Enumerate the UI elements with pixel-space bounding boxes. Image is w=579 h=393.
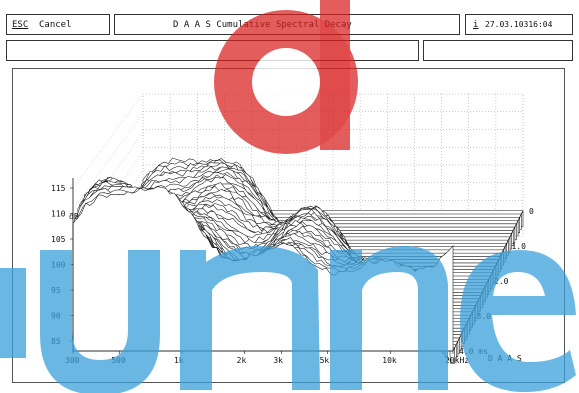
brand-label: D A A S: [488, 354, 522, 363]
escape-cancel-button[interactable]: ESC Cancel: [6, 14, 110, 35]
x-tick-label: 5k: [320, 356, 330, 365]
esc-key-label: ESC: [12, 20, 29, 30]
status-field-right: [423, 40, 573, 61]
x-tick-label: 300: [65, 356, 80, 365]
depth-guide: [72, 112, 144, 210]
cancel-label: Cancel: [39, 20, 72, 30]
y-tick-label: 90: [51, 312, 61, 321]
x-tick-label: 20kHz: [445, 356, 469, 365]
chart-frame: dB D A A S 115 110 105 100 95 90 85 300 500 1k 2k 3…: [12, 68, 565, 383]
x-tick-label: 3k: [273, 356, 283, 365]
window-title: D A A S Cumulative Spectral Decay: [173, 20, 352, 30]
y-tick-label: 105: [51, 235, 66, 244]
csd-chart: dB D A A S 115 110 105 100 95 90 85 300 500 1k 2k 3…: [51, 93, 534, 365]
depth-guide: [72, 93, 144, 189]
y-tick-label: 95: [51, 286, 61, 295]
status-field-left: [6, 40, 419, 61]
info-icon: i: [473, 20, 479, 30]
x-tick-label: 500: [111, 356, 126, 365]
x-tick-label: 2k: [237, 356, 247, 365]
time-tick-label: 1.0: [512, 242, 527, 251]
y-tick-label: 100: [51, 261, 66, 270]
x-tick-label: 10k: [382, 356, 397, 365]
info-datetime-field[interactable]: i 27.03.10316:04: [465, 14, 573, 35]
datetime-display: 27.03.10316:04: [485, 20, 553, 29]
y-unit-label: dB: [69, 212, 79, 221]
y-tick-label: 110: [51, 210, 66, 219]
time-tick-label: 3.0: [477, 312, 492, 321]
y-tick-label: 115: [51, 184, 66, 193]
time-tick-label: 0: [529, 207, 534, 216]
window-title-bar: D A A S Cumulative Spectral Decay: [114, 14, 460, 35]
decay-slices: [72, 157, 524, 364]
time-tick-label: 4.0 ms: [459, 347, 488, 356]
time-tick-label: 2.0: [494, 277, 509, 286]
y-tick-label: 85: [51, 337, 61, 346]
x-tick-label: 1k: [174, 356, 184, 365]
